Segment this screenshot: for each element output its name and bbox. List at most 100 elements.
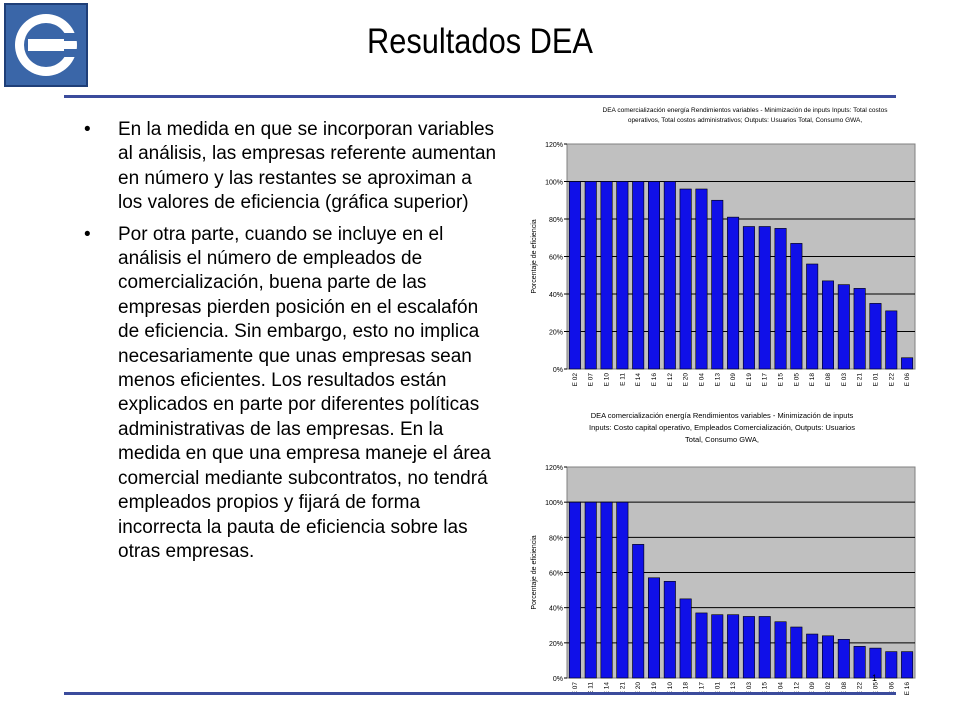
bar [742, 616, 755, 679]
bar [584, 501, 597, 679]
x-tick-label: E 17 [698, 682, 705, 696]
x-tick-label: E 06 [888, 682, 895, 696]
bar [869, 303, 882, 370]
bar [758, 616, 771, 679]
x-tick-label: E 02 [825, 682, 832, 696]
bullet-list: • En la medida en que se incorporan vari… [80, 118, 500, 564]
x-tick-label: E 07 [588, 373, 595, 387]
logo-icon [15, 14, 86, 76]
bar [742, 226, 755, 370]
bar [790, 626, 803, 679]
bar [663, 181, 676, 370]
x-tick-label: E 12 [793, 682, 800, 696]
bar [679, 598, 692, 679]
x-tick-label: E 04 [778, 682, 785, 696]
bar [774, 228, 787, 370]
x-tick-label: E 11 [619, 373, 626, 386]
bar [758, 226, 771, 370]
efficiency-chart-bottom: DEA comercialización energía Rendimiento… [531, 411, 916, 696]
y-axis-label: Porcentaje de eficiencia [531, 219, 538, 293]
x-tick-label: E 19 [651, 682, 658, 696]
x-tick-label: E 05 [793, 373, 800, 387]
bar [869, 647, 882, 679]
y-tick-label: 60% [549, 255, 563, 262]
x-tick-label: E 11 [588, 682, 595, 695]
bar [727, 614, 740, 679]
x-tick-label: E 12 [667, 373, 674, 387]
bar [632, 544, 645, 679]
chart-title-line: DEA comercialización energía Rendimiento… [591, 411, 854, 420]
logo [4, 3, 88, 87]
bar [837, 284, 850, 370]
x-tick-label: E 08 [825, 373, 832, 387]
x-tick-label: E 16 [651, 373, 658, 387]
x-tick-label: E 22 [857, 682, 864, 696]
y-tick-label: 20% [549, 330, 563, 337]
bar [806, 263, 819, 370]
chart-title-line: operativos, Total costos administrativos… [628, 117, 863, 124]
y-tick-label: 100% [545, 180, 563, 187]
bar [837, 639, 850, 679]
efficiency-chart-top: DEA comercialización energía Rendimiento… [531, 107, 916, 387]
page-title: Resultados DEA [367, 22, 593, 61]
bar [901, 651, 914, 679]
x-tick-label: E 01 [714, 682, 721, 696]
bar [648, 577, 660, 679]
x-tick-label: E 17 [762, 373, 769, 387]
x-tick-label: E 15 [762, 682, 769, 696]
x-tick-label: E 14 [635, 373, 642, 387]
x-tick-label: E 21 [857, 373, 864, 387]
bullet-item: • En la medida en que se incorporan vari… [80, 118, 500, 216]
bar [695, 612, 708, 679]
bar [600, 181, 613, 370]
x-tick-label: E 19 [746, 373, 753, 387]
title-divider [64, 95, 896, 98]
x-tick-label: E 05 [872, 682, 879, 696]
x-tick-label: E 14 [604, 682, 611, 696]
x-tick-label: E 13 [730, 682, 737, 696]
y-axis-label: Porcentaje de eficiencia [531, 535, 538, 609]
x-tick-label: E 08 [841, 682, 848, 696]
bar [853, 646, 866, 679]
bullet-item: • Por otra parte, cuando se incluye en e… [80, 223, 500, 565]
bar [648, 181, 660, 370]
x-tick-label: E 20 [635, 682, 642, 696]
y-tick-label: 0% [553, 367, 563, 374]
bar [806, 633, 819, 679]
bar [774, 621, 787, 679]
chart-title-line: Total, Consumo GWA, [685, 435, 759, 444]
y-tick-label: 120% [545, 142, 563, 149]
chart-title-line: Inputs: Costo capital operativo, Emplead… [589, 423, 855, 432]
bar [568, 501, 581, 679]
x-tick-label: E 13 [714, 373, 721, 387]
x-tick-label: E 22 [888, 373, 895, 387]
y-tick-label: 40% [549, 292, 563, 299]
x-tick-label: E 03 [746, 682, 753, 696]
x-tick-label: E 07 [572, 682, 579, 696]
bullet-dot: • [84, 223, 91, 245]
x-tick-label: E 15 [778, 373, 785, 387]
bar [616, 181, 629, 370]
x-tick-label: E 16 [904, 682, 911, 696]
x-tick-label: E 10 [667, 682, 674, 696]
bar [663, 580, 676, 679]
bar [632, 181, 645, 370]
y-tick-label: 100% [545, 500, 563, 507]
footer-divider [64, 692, 896, 695]
bar [822, 635, 834, 679]
x-tick-label: E 06 [904, 373, 911, 387]
bar [885, 651, 898, 679]
bar [853, 288, 866, 370]
x-tick-label: E 03 [841, 373, 848, 387]
x-tick-label: E 09 [809, 682, 816, 696]
x-tick-label: E 20 [683, 373, 690, 387]
y-tick-label: 120% [545, 465, 563, 472]
bar [885, 310, 898, 370]
bullet-text: En la medida en que se incorporan variab… [118, 119, 497, 214]
bar [711, 199, 724, 370]
x-tick-label: E 09 [730, 373, 737, 387]
chart-title-line: DEA comercialización energía Rendimiento… [603, 107, 889, 114]
x-tick-label: E 04 [698, 373, 705, 387]
x-tick-label: E 02 [572, 373, 579, 387]
bar [695, 188, 708, 370]
